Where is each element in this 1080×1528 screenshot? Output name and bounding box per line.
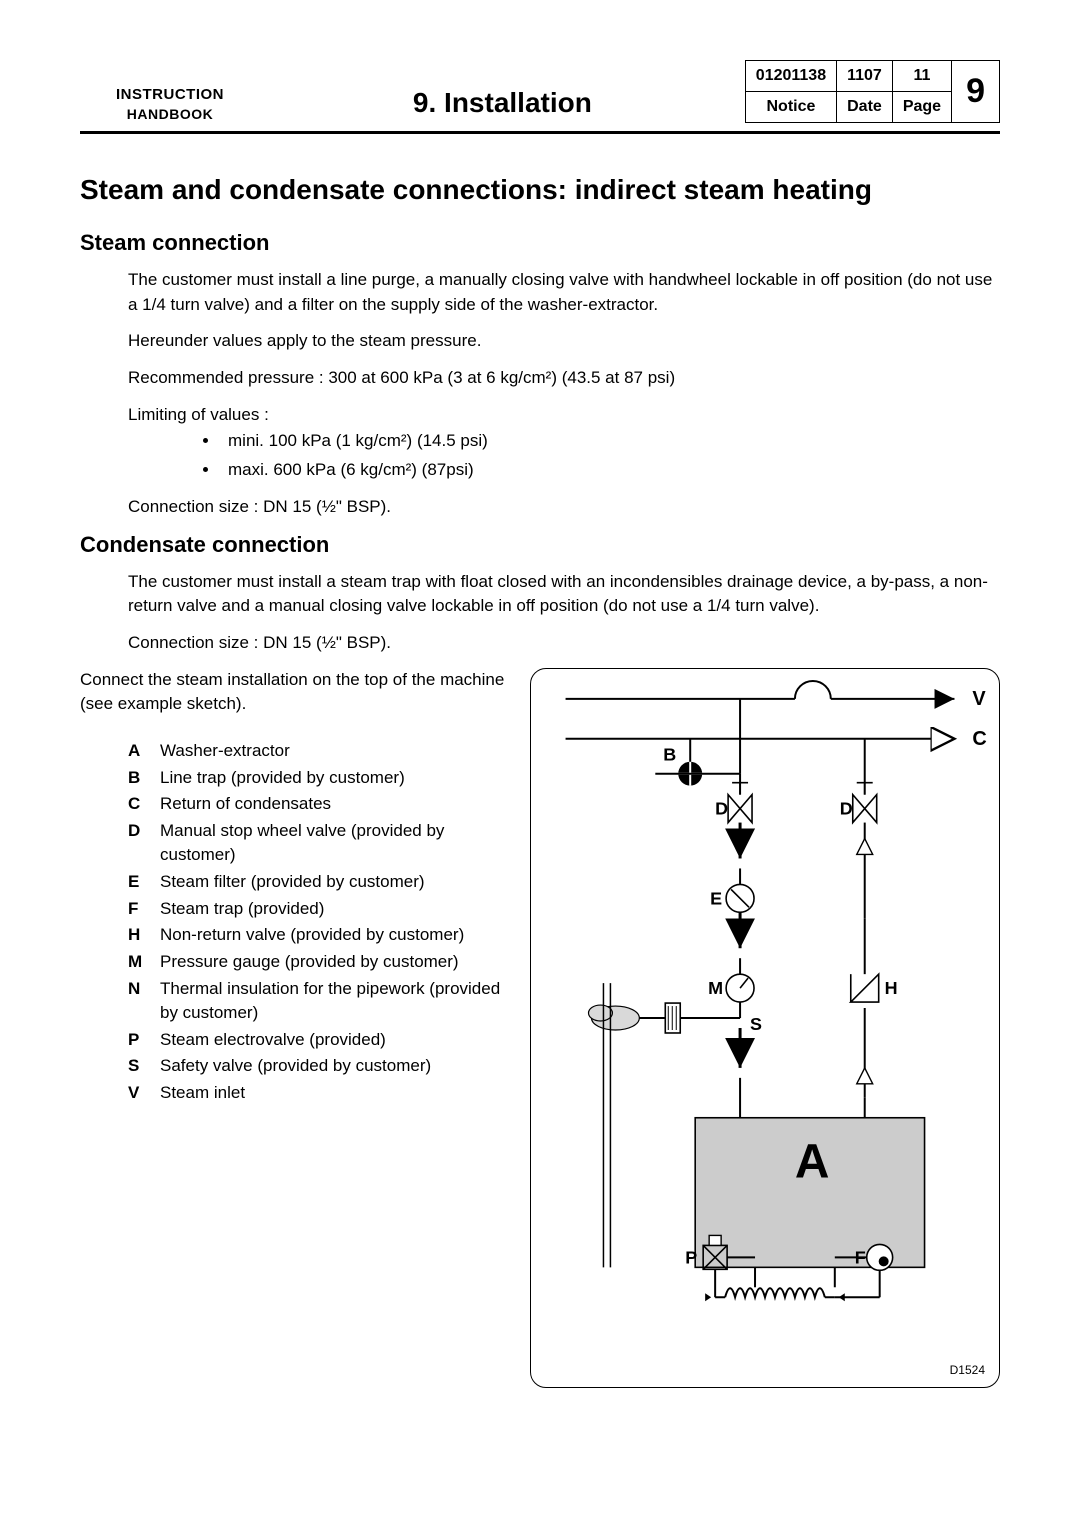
page-title: Steam and condensate connections: indire… (80, 174, 1000, 206)
steam-p3: Recommended pressure : 300 at 600 kPa (3… (128, 366, 1000, 391)
steam-p4: Limiting of values : (128, 403, 1000, 428)
header-section-title: 9. Installation (260, 87, 745, 123)
legend-key: B (128, 766, 160, 790)
legend-row: AWasher-extractor (128, 739, 510, 763)
legend-row: VSteam inlet (128, 1081, 510, 1105)
legend-key: H (128, 923, 160, 947)
section-steam-heading: Steam connection (80, 230, 1000, 256)
legend-text: Line trap (provided by customer) (160, 766, 510, 790)
svg-text:S: S (750, 1014, 762, 1034)
legend-text: Return of condensates (160, 792, 510, 816)
hdr-page-lbl: Page (892, 92, 951, 123)
hdr-page-val: 11 (892, 61, 951, 92)
legend-text: Steam inlet (160, 1081, 510, 1105)
cond-p2: Connection size : DN 15 (½" BSP). (128, 631, 1000, 656)
steam-p1: The customer must install a line purge, … (128, 268, 1000, 317)
svg-text:D: D (840, 798, 853, 818)
legend-text: Manual stop wheel valve (provided by cus… (160, 819, 510, 867)
limit-min: mini. 100 kPa (1 kg/cm²) (14.5 psi) (220, 427, 1000, 456)
legend-key: M (128, 950, 160, 974)
legend-row: PSteam electrovalve (provided) (128, 1028, 510, 1052)
legend-text: Washer-extractor (160, 739, 510, 763)
page-header: INSTRUCTION HANDBOOK 9. Installation 012… (80, 60, 1000, 134)
legend-row: HNon-return valve (provided by customer) (128, 923, 510, 947)
cond-p3: Connect the steam installation on the to… (80, 668, 510, 717)
header-info-table: 01201138 1107 11 9 Notice Date Page (745, 60, 1000, 123)
header-line1: INSTRUCTION (80, 85, 260, 105)
legend-key: E (128, 870, 160, 894)
legend-row: CReturn of condensates (128, 792, 510, 816)
legend-text: Pressure gauge (provided by customer) (160, 950, 510, 974)
legend-key: N (128, 977, 160, 1025)
svg-text:M: M (708, 978, 723, 998)
header-handbook-label: INSTRUCTION HANDBOOK (80, 85, 260, 123)
schematic-diagram: V C B D (530, 668, 1000, 1388)
legend-row: DManual stop wheel valve (provided by cu… (128, 819, 510, 867)
legend-key: F (128, 897, 160, 921)
header-line2: HANDBOOK (80, 105, 260, 123)
legend-row: MPressure gauge (provided by customer) (128, 950, 510, 974)
hdr-notice-num: 01201138 (745, 61, 836, 92)
svg-text:B: B (663, 744, 676, 764)
diagram-ref: D1524 (950, 1363, 985, 1377)
legend-text: Steam filter (provided by customer) (160, 870, 510, 894)
steam-p5: Connection size : DN 15 (½" BSP). (128, 495, 1000, 520)
legend-row: NThermal insulation for the pipework (pr… (128, 977, 510, 1025)
legend-row: ESteam filter (provided by customer) (128, 870, 510, 894)
legend-text: Safety valve (provided by customer) (160, 1054, 510, 1078)
svg-text:C: C (972, 727, 986, 749)
legend-key: C (128, 792, 160, 816)
steam-p2: Hereunder values apply to the steam pres… (128, 329, 1000, 354)
hdr-chapter-num: 9 (952, 61, 1000, 123)
legend-column: Connect the steam installation on the to… (80, 668, 510, 1388)
legend-row: BLine trap (provided by customer) (128, 766, 510, 790)
diagram-column: V C B D (530, 668, 1000, 1388)
legend-text: Thermal insulation for the pipework (pro… (160, 977, 510, 1025)
legend-row: SSafety valve (provided by customer) (128, 1054, 510, 1078)
svg-text:E: E (710, 888, 722, 908)
legend-text: Steam trap (provided) (160, 897, 510, 921)
section-condensate-heading: Condensate connection (80, 532, 1000, 558)
svg-text:D: D (715, 798, 728, 818)
legend-key: D (128, 819, 160, 867)
legend-text: Non-return valve (provided by customer) (160, 923, 510, 947)
legend-key: S (128, 1054, 160, 1078)
legend-key: V (128, 1081, 160, 1105)
legend-key: A (128, 739, 160, 763)
steam-limits-list: mini. 100 kPa (1 kg/cm²) (14.5 psi) maxi… (220, 427, 1000, 485)
hdr-date-lbl: Date (837, 92, 893, 123)
hdr-date-val: 1107 (837, 61, 893, 92)
svg-text:P: P (685, 1247, 697, 1267)
cond-p1: The customer must install a steam trap w… (128, 570, 1000, 619)
svg-text:V: V (972, 687, 986, 709)
hdr-notice-lbl: Notice (745, 92, 836, 123)
legend-text: Steam electrovalve (provided) (160, 1028, 510, 1052)
svg-text:A: A (795, 1135, 830, 1188)
limit-max: maxi. 600 kPa (6 kg/cm²) (87psi) (220, 456, 1000, 485)
legend-row: FSteam trap (provided) (128, 897, 510, 921)
legend-key: P (128, 1028, 160, 1052)
svg-text:H: H (885, 978, 898, 998)
